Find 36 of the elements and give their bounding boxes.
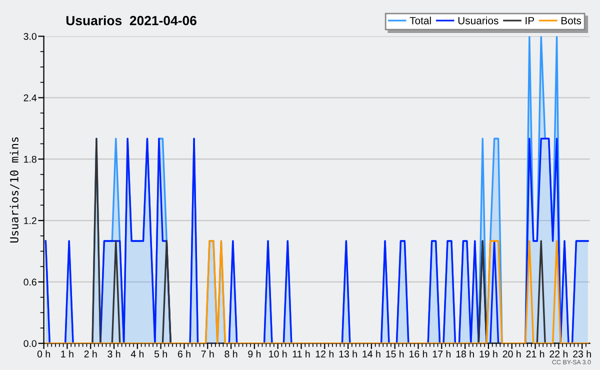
chart-title: Usuarios 2021-04-06 — [66, 16, 196, 26]
legend-label: Usuarios — [458, 16, 498, 24]
x-tick-label: 14 h — [362, 350, 380, 358]
x-tick-label: 20 h — [502, 350, 521, 358]
x-tick-label: 6 h — [178, 350, 190, 358]
x-tick-label: 21 h — [526, 350, 544, 358]
x-tick-label: 15 h — [386, 350, 404, 358]
x-tick-label: 10 h — [269, 350, 287, 358]
x-tick-label: 4 h — [130, 350, 144, 358]
x-tick-label: 8 h — [224, 350, 238, 358]
x-tick-label: 16 h — [410, 350, 428, 358]
x-tick-label: 7 h — [201, 350, 214, 358]
x-tick-label: 3 h — [108, 350, 120, 358]
x-tick-label: 17 h — [432, 350, 450, 358]
y-tick-label: 3.0 — [24, 32, 36, 40]
x-tick-label: 9 h — [248, 350, 261, 358]
x-tick-label: 19 h — [480, 350, 498, 358]
x-tick-label: 13 h — [339, 350, 357, 358]
y-tick-label: 2.4 — [24, 94, 37, 102]
y-tick-label: 0.6 — [24, 278, 36, 286]
x-tick-label: 22 h — [550, 350, 568, 358]
legend-label: Bots — [561, 17, 582, 24]
x-tick-label: 0 h — [37, 350, 50, 358]
legend-label: Total — [410, 16, 431, 24]
x-tick-label: 2 h — [84, 350, 97, 358]
x-tick-label: 1 h — [61, 350, 74, 358]
legend-label: IP — [526, 17, 534, 24]
y-tick-label: 1.8 — [24, 156, 36, 163]
y-tick-label: 0.0 — [24, 340, 36, 347]
x-tick-label: 23 h — [573, 350, 591, 358]
y-axis-title: Usuarios/10 mins — [10, 137, 20, 243]
x-tick-label: 18 h — [456, 350, 474, 358]
x-tick-label: 5 h — [154, 350, 167, 358]
x-tick-label: 12 h — [316, 350, 334, 358]
x-tick-label: 11 h — [292, 350, 310, 358]
y-tick-label: 1.2 — [24, 217, 36, 224]
